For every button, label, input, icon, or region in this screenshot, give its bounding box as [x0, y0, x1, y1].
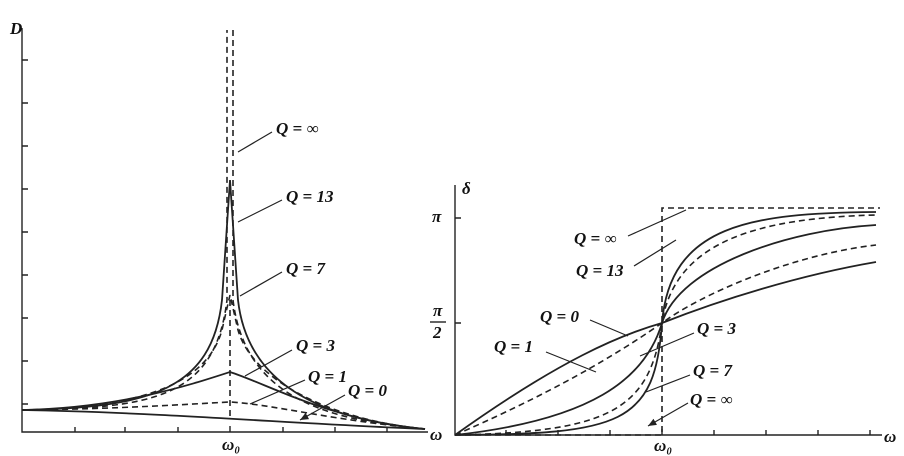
- curve-label: Q = 13: [576, 261, 624, 280]
- curve-label: Q = ∞: [574, 229, 617, 248]
- x-label: ω: [884, 427, 896, 446]
- curve-label: Q = 0: [540, 307, 579, 326]
- arrows: [545, 209, 695, 426]
- y-tick-label: π: [433, 301, 443, 320]
- curve-label: Q = ∞: [276, 119, 319, 138]
- arrows: [237, 131, 346, 420]
- axes: [21, 28, 428, 433]
- curve-label: Q = 1: [494, 337, 533, 356]
- curve: [21, 179, 426, 430]
- x-label: ω: [430, 425, 442, 444]
- curve: [454, 214, 877, 436]
- x-tick-label: ω₀: [654, 436, 672, 455]
- curve-label: Q = 7: [286, 259, 326, 278]
- y-label: δ: [462, 179, 471, 198]
- curve-label: Q = ∞: [690, 390, 733, 409]
- y-label: D: [9, 19, 22, 38]
- curve-label: Q = 0: [348, 381, 387, 400]
- curve-label: Q = 7: [693, 361, 733, 380]
- right-panel: δ π π 2 ω ω₀ Q = ∞ Q = 13 Q = 0 Q = 1 Q …: [430, 179, 896, 455]
- curve-label: Q = 3: [697, 319, 736, 338]
- ticks: [22, 59, 388, 432]
- y-tick-label: π: [432, 207, 442, 226]
- curve: [21, 401, 426, 430]
- curve-label: Q = 3: [296, 336, 335, 355]
- curve: [454, 211, 877, 436]
- curve: [21, 294, 426, 430]
- curve: [21, 30, 426, 430]
- left-panel: D ω ω₀ Q = ∞ Q = 13 Q = 7 Q = 3 Q = 1 Q …: [9, 19, 442, 454]
- x-tick-label: ω₀: [222, 435, 240, 454]
- curve-label: Q = 1: [308, 367, 347, 386]
- y-tick-label: 2: [432, 323, 442, 342]
- curve-label: Q = 13: [286, 187, 334, 206]
- curve: [21, 409, 426, 430]
